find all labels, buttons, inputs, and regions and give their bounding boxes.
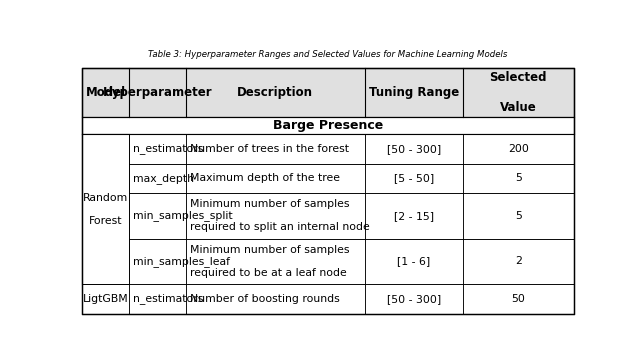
Bar	[83, 67, 573, 313]
Text: n_estimators: n_estimators	[133, 293, 204, 304]
Bar	[83, 117, 573, 134]
Text: 200: 200	[508, 144, 529, 154]
Text: [2 - 15]: [2 - 15]	[394, 211, 434, 221]
Text: Description: Description	[237, 86, 313, 99]
Text: Minimum number of samples

required to split an internal node: Minimum number of samples required to sp…	[189, 199, 369, 232]
Text: Number of boosting rounds: Number of boosting rounds	[189, 294, 339, 304]
Text: [1 - 6]: [1 - 6]	[397, 256, 431, 266]
Text: min_samples_split: min_samples_split	[133, 210, 233, 221]
Bar	[83, 238, 573, 284]
Text: Table 3: Hyperparameter Ranges and Selected Values for Machine Learning Models: Table 3: Hyperparameter Ranges and Selec…	[148, 50, 508, 59]
Bar	[83, 134, 573, 164]
Text: n_estimators: n_estimators	[133, 144, 204, 154]
Text: Minimum number of samples

required to be at a leaf node: Minimum number of samples required to be…	[189, 245, 349, 278]
Text: LigtGBM: LigtGBM	[83, 294, 129, 304]
Text: Barge Presence: Barge Presence	[273, 119, 383, 132]
Text: 2: 2	[515, 256, 522, 266]
Bar	[83, 284, 573, 313]
Bar	[83, 193, 573, 238]
Text: Selected

Value: Selected Value	[490, 71, 547, 114]
Text: 5: 5	[515, 174, 522, 183]
Text: Model: Model	[86, 86, 126, 99]
Text: Number of trees in the forest: Number of trees in the forest	[189, 144, 349, 154]
Bar	[83, 67, 573, 117]
Text: [50 - 300]: [50 - 300]	[387, 294, 441, 304]
Bar	[83, 134, 129, 284]
Text: min_samples_leaf: min_samples_leaf	[133, 256, 230, 267]
Text: Random

Forest: Random Forest	[83, 192, 129, 226]
Text: max_depth: max_depth	[133, 173, 194, 184]
Text: 50: 50	[511, 294, 525, 304]
Bar	[83, 164, 573, 193]
Text: Maximum depth of the tree: Maximum depth of the tree	[189, 174, 340, 183]
Text: Hyperparameter: Hyperparameter	[102, 86, 212, 99]
Text: [50 - 300]: [50 - 300]	[387, 144, 441, 154]
Text: [5 - 50]: [5 - 50]	[394, 174, 434, 183]
Text: 5: 5	[515, 211, 522, 221]
Text: Tuning Range: Tuning Range	[369, 86, 459, 99]
